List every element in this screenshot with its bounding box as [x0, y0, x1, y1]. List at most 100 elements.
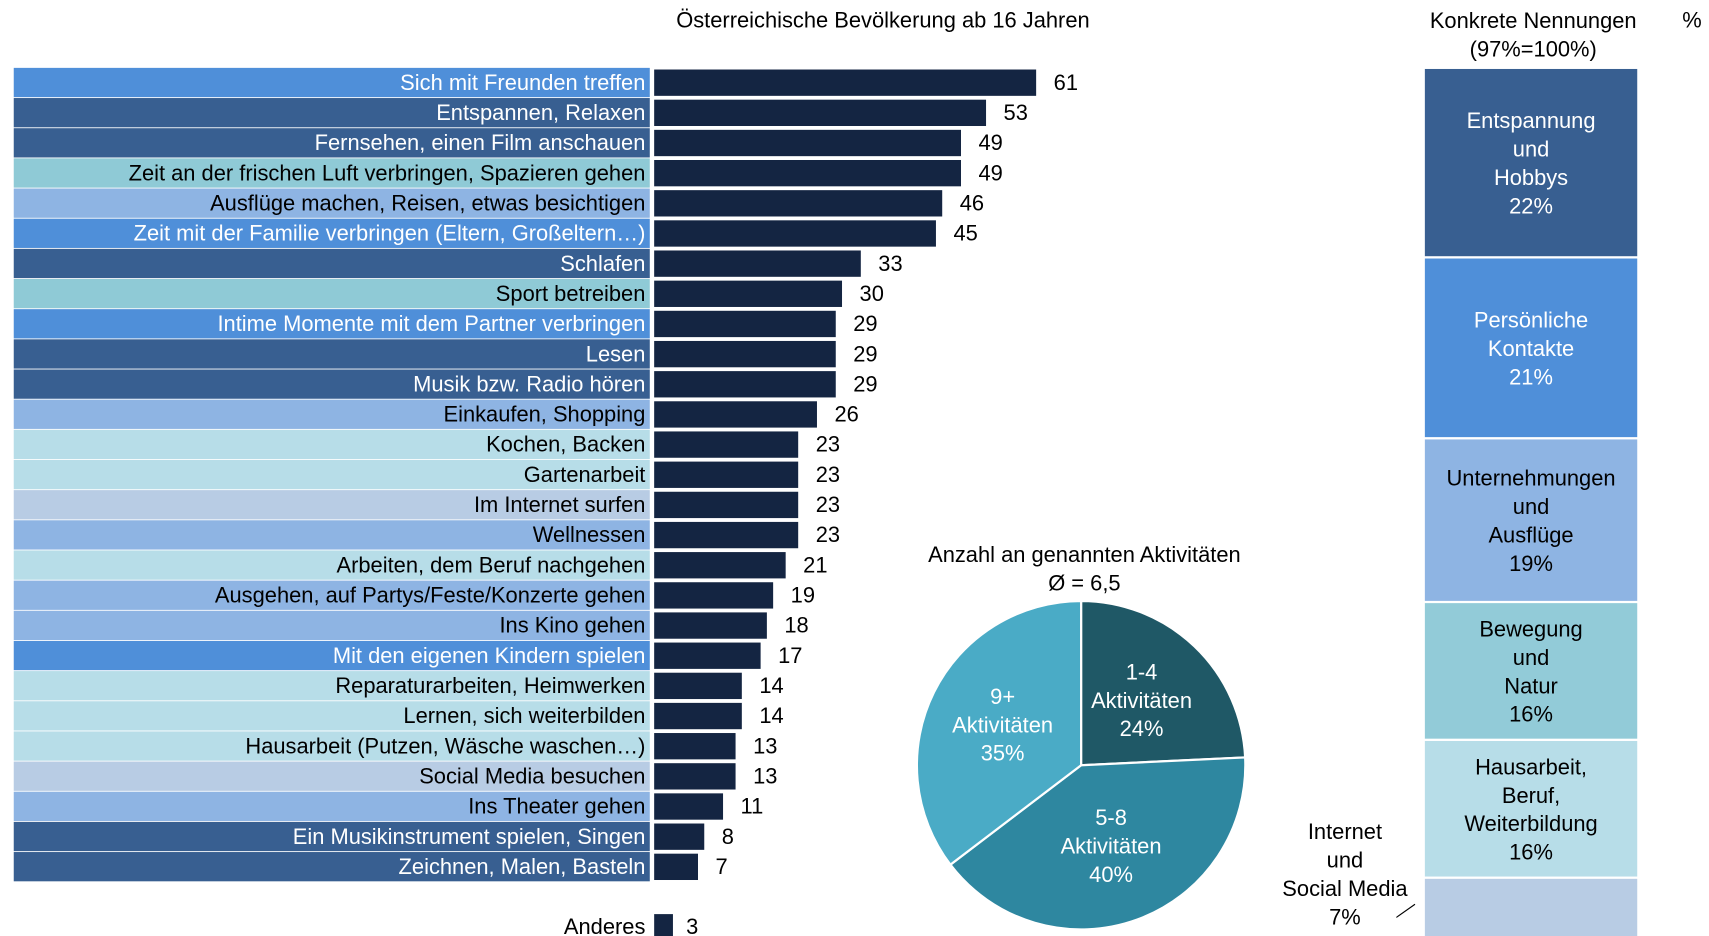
value-label: 17 [778, 643, 802, 668]
bar [654, 431, 799, 458]
label-band [13, 98, 650, 128]
segment [1422, 437, 1640, 604]
segment-value: 7% [1329, 904, 1361, 929]
value-label: 8 [722, 824, 734, 849]
category-label: Zeichnen, Malen, Basteln [399, 854, 646, 879]
value-label: 23 [816, 522, 840, 547]
category-label: Ein Musikinstrument spielen, Singen [293, 824, 646, 849]
bar [654, 401, 817, 428]
value-label: 19 [791, 583, 815, 608]
label-band [13, 429, 650, 460]
bar [654, 521, 799, 549]
category-label: Schlafen [560, 251, 645, 276]
label-band [13, 671, 650, 701]
category-label: Wellnessen [533, 522, 646, 547]
value-label: 21 [803, 552, 827, 577]
value-label: 46 [960, 190, 984, 215]
bar [654, 582, 774, 609]
chart-title: Österreichische Bevölkerung ab 16 Jahren [676, 8, 1089, 33]
bar [654, 853, 698, 881]
bar [654, 491, 799, 519]
value-label: 30 [860, 281, 884, 306]
label-band [13, 580, 650, 610]
chart-title: Konkrete Nennungen (97%=100%) [1430, 8, 1637, 61]
category-label: Reparaturarbeiten, Heimwerken [335, 673, 645, 698]
bar [654, 310, 836, 338]
label-band [13, 701, 650, 731]
pie-slice [948, 756, 1247, 931]
category-label: Zeit an der frischen Luft verbringen, Sp… [129, 160, 646, 185]
value-label: 33 [878, 251, 902, 276]
leader-line [1396, 903, 1416, 918]
bar [654, 280, 843, 307]
label-band [13, 369, 650, 399]
label-band [13, 459, 650, 490]
value-label: 29 [853, 341, 877, 366]
label-band [13, 821, 650, 852]
category-label: Fernsehen, einen Film anschauen [315, 130, 646, 155]
segment-value: 21% [1509, 364, 1553, 389]
category-label: Im Internet surfen [474, 492, 645, 517]
slice-value: 24% [1120, 716, 1164, 741]
value-label: 49 [979, 160, 1003, 185]
segment-value: 22% [1509, 193, 1553, 218]
chart-title: Anzahl an genannten Aktivitäten [928, 542, 1241, 567]
value-label: 13 [753, 764, 777, 789]
bar [654, 99, 987, 127]
category-label: Arbeiten, dem Beruf nachgehen [337, 552, 646, 577]
value-label: 45 [953, 221, 977, 246]
bar [654, 129, 961, 157]
segment [1422, 876, 1640, 936]
bar [654, 190, 943, 217]
category-label: Musik bzw. Radio hören [413, 371, 645, 396]
bar [654, 69, 1037, 96]
bar [654, 914, 673, 936]
slice-value: 40% [1089, 862, 1133, 887]
bar [654, 763, 736, 790]
category-label: Zeit mit der Familie verbringen (Eltern,… [134, 221, 646, 246]
bar [654, 220, 936, 247]
value-label: 26 [834, 402, 858, 427]
slice-label: 5-8 Aktivitäten [1061, 805, 1162, 858]
value-label: 29 [853, 311, 877, 336]
slice-label: 1-4 Aktivitäten [1091, 659, 1192, 712]
bar [654, 340, 836, 368]
label-band [13, 520, 650, 550]
value-label: 23 [816, 432, 840, 457]
category-label: Einkaufen, Shopping [443, 402, 645, 427]
bar [654, 552, 786, 579]
category-label: Entspannen, Relaxen [436, 100, 645, 125]
label-band [13, 731, 650, 761]
label-band [13, 339, 650, 369]
label-band [13, 640, 650, 671]
category-label: Kochen, Backen [486, 432, 645, 457]
bar [654, 733, 736, 760]
label-band [13, 550, 650, 580]
value-label: 53 [1004, 100, 1028, 125]
category-label: Sich mit Freunden treffen [400, 70, 645, 95]
slice-value: 35% [981, 741, 1025, 766]
value-label: 14 [759, 703, 783, 728]
segment-label: Unternehmungen und Ausflüge [1447, 465, 1616, 547]
value-label: 7 [716, 854, 728, 879]
segment [1422, 66, 1640, 259]
label-band [13, 610, 650, 641]
bar [654, 672, 742, 700]
pie-slice [915, 599, 1083, 867]
value-label: 11 [741, 794, 764, 819]
category-label: Ins Kino gehen [499, 613, 645, 638]
label-band [13, 852, 650, 882]
segment-label: Internet und Social Media [1282, 819, 1408, 901]
segment-label: Entspannung und Hobbys [1467, 108, 1596, 190]
value-label: 61 [1054, 70, 1078, 95]
value-label: 23 [816, 462, 840, 487]
segment-value: 16% [1509, 702, 1553, 727]
bar [654, 250, 861, 277]
value-label: 23 [816, 492, 840, 517]
category-label: Lesen [586, 341, 646, 366]
bar [654, 823, 705, 850]
label-band [13, 490, 650, 520]
value-label: 3 [686, 914, 698, 936]
